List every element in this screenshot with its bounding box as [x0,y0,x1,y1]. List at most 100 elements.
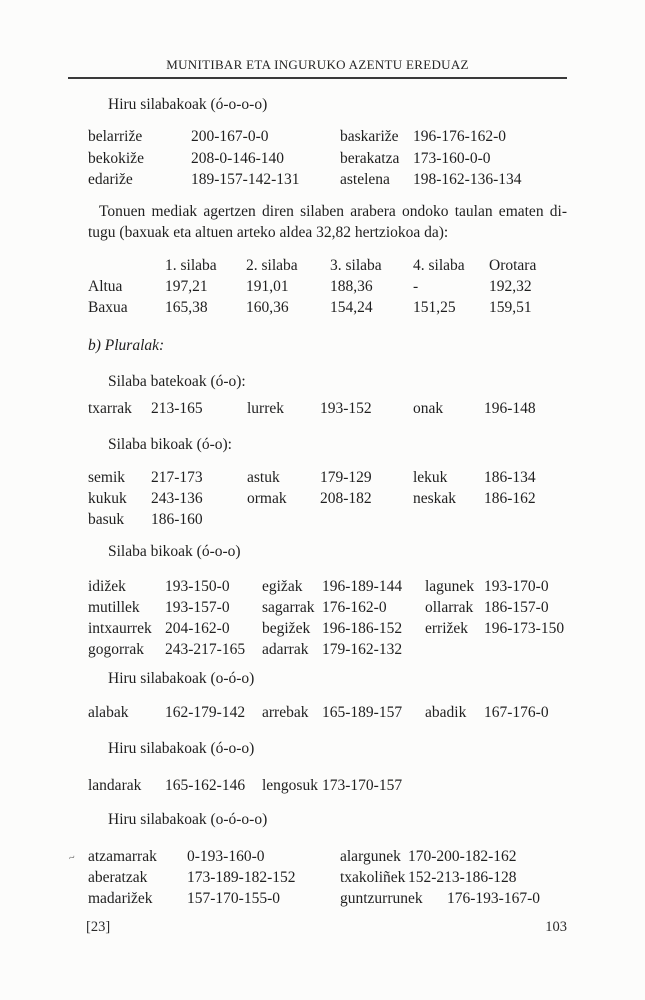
word-cell: alargunek [340,848,401,865]
section-heading-bikoak-oo: Silaba bikoak (ó-o): [108,436,232,453]
word-cell: errižek [425,620,469,637]
word-cell: basuk [88,511,125,528]
value-cell: - [413,278,419,295]
data-row: intxaurrek 204-162-0 begižek 196-186-152… [0,620,645,640]
word-cell: lengosuk [262,777,318,794]
column-header: 1. silaba [165,257,217,274]
value-cell: 198-162-136-134 [413,171,522,188]
data-row: edariže 189-157-142-131 astelena 198-162… [0,171,645,191]
word-cell: gogorrak [88,641,144,658]
value-cell: 173-160-0-0 [413,150,491,167]
word-cell: landarak [88,777,142,794]
value-cell: 179-162-132 [322,641,403,658]
subsection-label-pluralak: b) Pluralak: [88,337,165,354]
word-cell: txarrak [88,400,132,417]
word-cell: atzamarrak [88,848,157,865]
value-cell: 193-152 [320,400,372,417]
tone-table-header-row: 1. silaba 2. silaba 3. silaba 4. silaba … [0,257,645,277]
data-row: alabak 162-179-142 arrebak 165-189-157 a… [0,704,645,724]
word-cell: egižak [262,578,303,595]
value-cell: 154,24 [330,299,373,316]
data-row: gogorrak 243-217-165 adarrak 179-162-132 [0,641,645,661]
header-rule [68,77,567,79]
section-heading-bikoak-ooo: Silaba bikoak (ó-o-o) [108,543,241,560]
word-cell: kukuk [88,490,127,507]
word-cell: berakatza [340,150,400,167]
value-cell: 217-173 [151,469,203,486]
value-cell: 165-189-157 [322,704,403,721]
value-cell: 165,38 [165,299,208,316]
row-label: Baxua [88,299,128,316]
word-cell: begižek [262,620,311,637]
data-row: mutillek 193-157-0 sagarrak 176-162-0 ol… [0,599,645,619]
value-cell: 160,36 [246,299,289,316]
value-cell: 191,01 [246,278,289,295]
data-row: txarrak 213-165 lurrek 193-152 onak 196-… [0,400,645,420]
paragraph-line-1: Tonuen mediak agertzen diren silaben ara… [99,203,567,220]
value-cell: 159,51 [489,299,532,316]
value-cell: 170-200-182-162 [408,848,517,865]
value-cell: 186-134 [484,469,536,486]
word-cell: baskariže [340,128,399,145]
tone-table-row-altua: Altua 197,21 191,01 188,36 - 192,32 [0,278,645,298]
value-cell: 208-0-146-140 [191,150,284,167]
section-heading-batekoak: Silaba batekoak (ó-o): [108,373,246,390]
value-cell: 186-162 [484,490,536,507]
word-cell: lurrek [247,400,285,417]
word-cell: belarriže [88,128,143,145]
word-cell: astuk [247,469,280,486]
word-cell: onak [413,400,444,417]
word-cell: ormak [247,490,287,507]
word-cell: lekuk [413,469,448,486]
section-heading-hiru-ooo-mid: Hiru silabakoak (o-ó-o) [108,670,255,687]
word-cell: sagarrak [262,599,315,616]
word-cell: madarižek [88,890,153,907]
value-cell: 243-217-165 [165,641,246,658]
value-cell: 196-189-144 [322,578,403,595]
value-cell: 192,32 [489,278,532,295]
value-cell: 193-150-0 [165,578,230,595]
section-heading-hiru-oooo-mid: Hiru silabakoak (o-ó-o-o) [108,811,268,828]
tone-table-row-baxua: Baxua 165,38 160,36 154,24 151,25 159,51 [0,299,645,319]
word-cell: guntzurrunek [340,890,423,907]
data-row: bekokiže 208-0-146-140 berakatza 173-160… [0,150,645,170]
value-cell: 200-167-0-0 [191,128,269,145]
value-cell: 0-193-160-0 [187,848,265,865]
section-heading-hiru-ooo-first: Hiru silabakoak (ó-o-o) [108,740,255,757]
value-cell: 197,21 [165,278,208,295]
value-cell: 176-193-167-0 [447,890,540,907]
data-row: belarriže 200-167-0-0 baskariže 196-176-… [0,128,645,148]
value-cell: 188,36 [330,278,373,295]
value-cell: 151,25 [413,299,456,316]
word-cell: mutillek [88,599,140,616]
word-cell: bekokiže [88,150,144,167]
data-row: idižek 193-150-0 egižak 196-189-144 lagu… [0,578,645,598]
data-row: semik 217-173 astuk 179-129 lekuk 186-13… [0,469,645,489]
value-cell: 196-186-152 [322,620,403,637]
data-row: madarižek 157-170-155-0 guntzurrunek 176… [0,890,645,910]
value-cell: 176-162-0 [322,599,387,616]
word-cell: astelena [340,171,390,188]
value-cell: 162-179-142 [165,704,246,721]
paragraph-line-2: tugu (baxuak eta altuen arteko aldea 32,… [88,224,449,241]
data-row: kukuk 243-136 ormak 208-182 neskak 186-1… [0,490,645,510]
value-cell: 208-182 [320,490,372,507]
footer-bracket-number: [23] [86,919,111,935]
word-cell: neskak [413,490,457,507]
value-cell: 193-170-0 [484,578,549,595]
value-cell: 186-157-0 [484,599,549,616]
value-cell: 173-189-182-152 [187,869,296,886]
word-cell: idižek [88,578,126,595]
value-cell: 196-173-150 [484,620,565,637]
row-label: Altua [88,278,123,295]
value-cell: 179-129 [320,469,372,486]
value-cell: 193-157-0 [165,599,230,616]
value-cell: 186-160 [151,511,203,528]
word-cell: txakoliñek [340,869,406,886]
word-cell: abadik [425,704,467,721]
word-cell: edariže [88,171,133,188]
running-header-title: MUNITIBAR ETA INGURUKO AZENTU EREDUAZ [166,57,469,72]
column-header: 2. silaba [246,257,298,274]
data-row: atzamarrak 0-193-160-0 alargunek 170-200… [0,848,645,868]
